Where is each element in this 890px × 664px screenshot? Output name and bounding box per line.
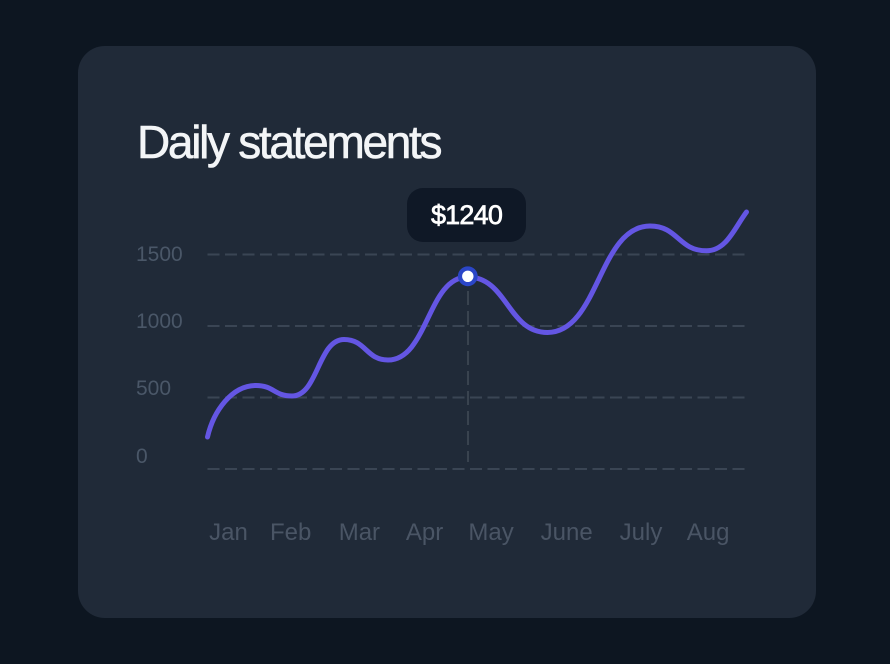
tooltip: $1240 [407,188,526,242]
x-axis-label: May [468,519,514,546]
daily-statements-card [78,46,816,618]
y-axis-label: 500 [136,377,172,401]
marker-dot[interactable] [457,266,478,287]
x-axis-label: July [619,519,663,546]
highlight-marker[interactable] [457,266,478,287]
x-axis-label: Aug [686,519,730,546]
y-axis-label: 1000 [136,310,183,334]
y-axis-label: 1500 [136,242,183,266]
x-axis-label: June [540,519,593,546]
x-axis-label: Apr [405,519,444,546]
tooltip-value: $1240 [430,199,504,230]
y-axis-label: 0 [136,445,148,469]
x-axis-label: Jan [209,519,248,546]
gridlines [207,253,747,470]
line-series-path [205,209,749,440]
x-axis-label: Mar [338,519,381,546]
x-axis-label: Feb [270,519,312,546]
series-line [205,209,749,440]
card-title: Daily statements [137,116,443,168]
